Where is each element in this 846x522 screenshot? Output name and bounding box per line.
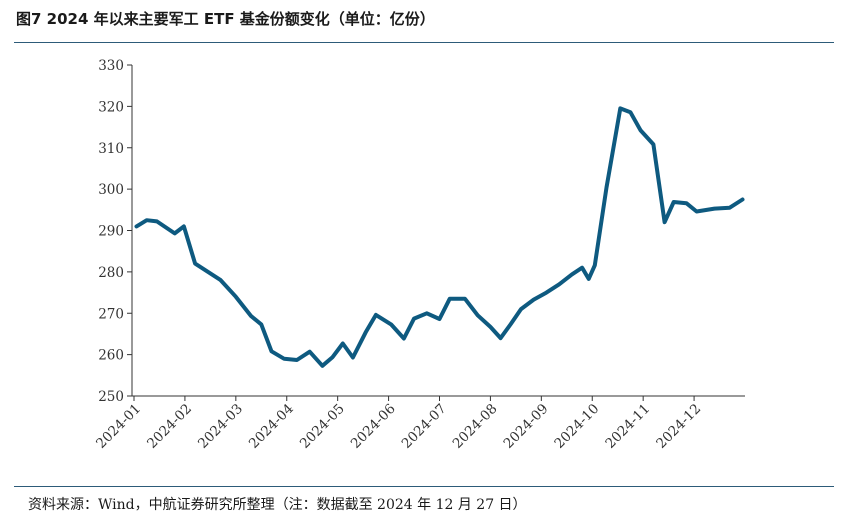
y-tick-label: 300 xyxy=(98,182,124,198)
x-tick-label: 2024-03 xyxy=(195,401,246,452)
y-tick-label: 290 xyxy=(98,224,124,240)
y-tick-label: 280 xyxy=(98,265,124,281)
x-tick-label: 2024-10 xyxy=(551,401,602,452)
bottom-rule xyxy=(14,486,834,487)
y-axis: 250 260 270 280 290 300 310 320 330 xyxy=(98,58,133,405)
x-tick-label: 2024-05 xyxy=(297,401,348,452)
y-tick-label: 260 xyxy=(98,348,124,364)
series-group xyxy=(134,106,745,368)
top-rule xyxy=(14,42,834,43)
series-line xyxy=(134,106,745,368)
y-tick-label: 310 xyxy=(98,141,124,157)
source-note: 资料来源：Wind，中航证券研究所整理（注：数据截至 2024 年 12 月 2… xyxy=(28,497,527,513)
x-tick-label: 2024-12 xyxy=(653,401,704,452)
x-tick-label: 2024-08 xyxy=(450,401,501,452)
chart-title: 图7 2024 年以来主要军工 ETF 基金份额变化（单位：亿份） xyxy=(16,10,435,28)
x-tick-label: 2024-06 xyxy=(348,401,399,452)
y-tick-label: 270 xyxy=(98,306,124,322)
x-tick-label: 2024-02 xyxy=(144,401,195,452)
y-tick-label: 330 xyxy=(98,58,124,74)
x-axis: 2024-01 2024-02 2024-03 2024-04 2024-05 2024-… xyxy=(93,395,745,452)
y-tick-label: 250 xyxy=(98,389,124,405)
y-tick-label: 320 xyxy=(98,99,124,115)
x-tick-label: 2024-07 xyxy=(399,401,450,452)
x-tick-label: 2024-04 xyxy=(246,401,297,452)
x-tick-label: 2024-01 xyxy=(93,401,144,452)
x-tick-label: 2024-11 xyxy=(602,401,653,452)
x-tick-label: 2024-09 xyxy=(501,401,552,452)
